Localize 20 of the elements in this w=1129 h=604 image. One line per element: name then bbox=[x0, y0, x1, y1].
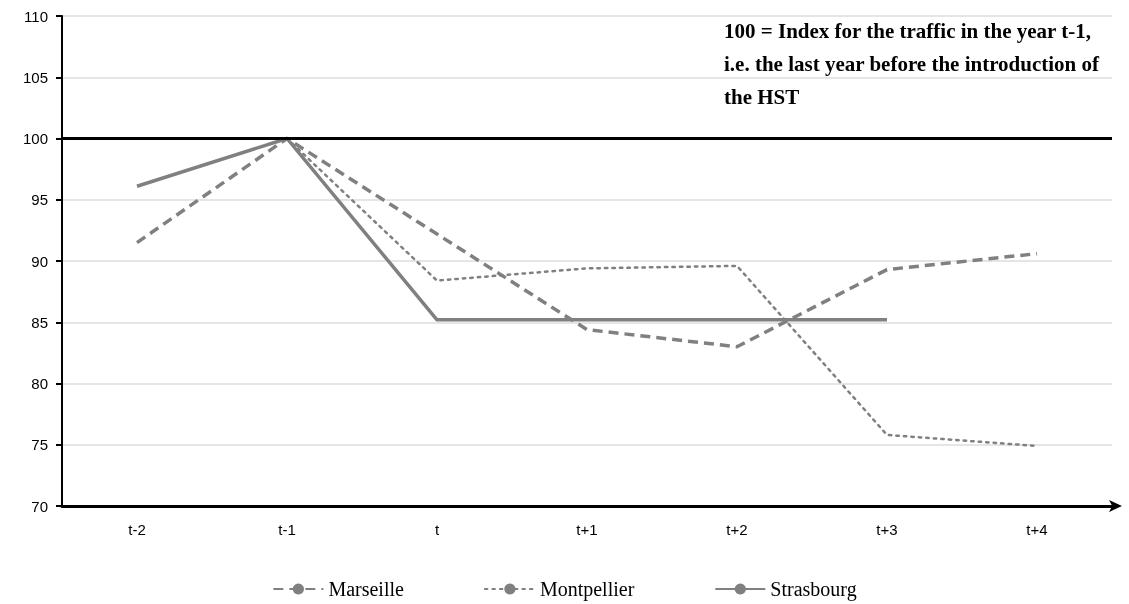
x-tick-label: t bbox=[434, 521, 440, 538]
x-tick-label: t-2 bbox=[128, 521, 146, 538]
x-tick-label: t+3 bbox=[876, 521, 898, 538]
y-tick-label: 75 bbox=[31, 436, 48, 454]
x-tick-label: t-1 bbox=[278, 521, 296, 538]
legend-label: Montpellier bbox=[539, 578, 635, 601]
y-tick-label: 100 bbox=[22, 130, 48, 147]
x-tick-label: t+4 bbox=[1026, 521, 1048, 538]
y-tick-label: 105 bbox=[22, 68, 48, 86]
y-tick-label: 85 bbox=[31, 313, 48, 331]
annotation: 100 = Index for the traffic in the year t-1, i.e. the last year before the introduction of the HST bbox=[724, 18, 1105, 109]
y-tick-label: 80 bbox=[31, 375, 48, 392]
x-tick-label: t+2 bbox=[726, 521, 748, 538]
legend-label: Marseille bbox=[328, 578, 405, 600]
y-tick-label: 70 bbox=[31, 497, 48, 515]
y-tick-label: 110 bbox=[24, 7, 48, 25]
y-tick-label: 90 bbox=[31, 252, 48, 270]
x-tick-label: t+1 bbox=[576, 521, 598, 538]
legend-label: Strasbourg bbox=[770, 578, 857, 601]
y-tick-label: 95 bbox=[31, 191, 48, 209]
